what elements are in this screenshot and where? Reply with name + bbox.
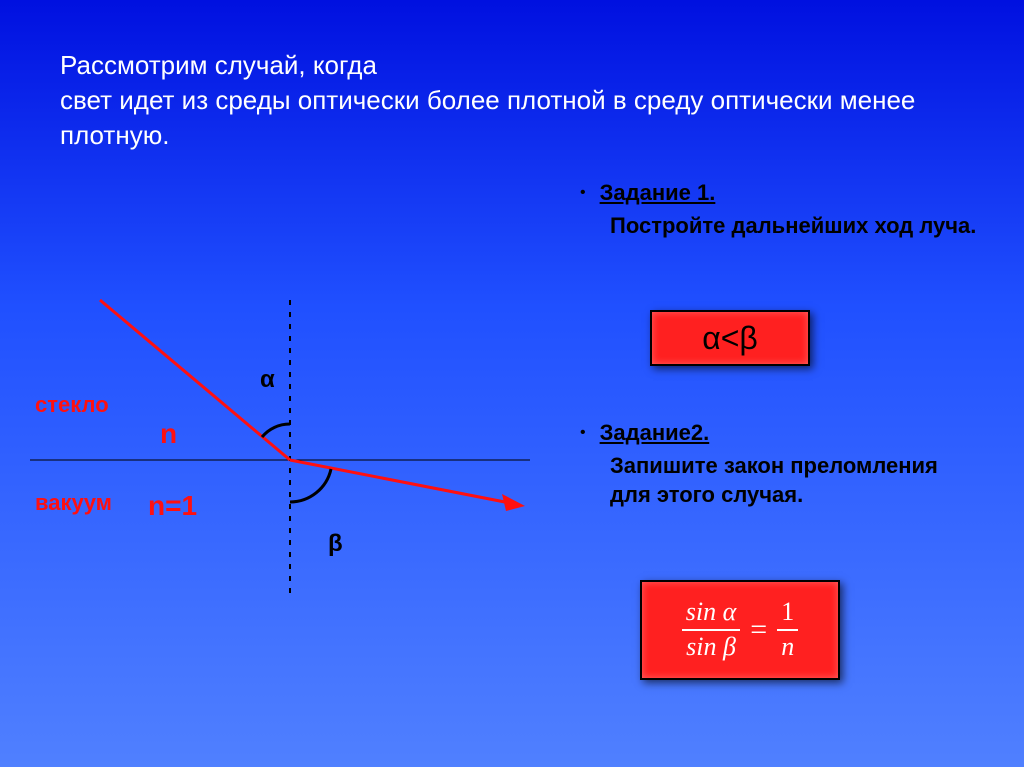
equals-sign: = bbox=[750, 613, 767, 647]
fraction-bar bbox=[682, 629, 741, 631]
angle-beta-arc bbox=[290, 469, 331, 502]
task2-text: Запишите закон преломления для этого слу… bbox=[610, 452, 980, 509]
slide-title: Рассмотрим случай, когда свет идет из ср… bbox=[60, 48, 964, 153]
lhs-bot: sin β bbox=[682, 633, 740, 662]
n-bottom-label: n=1 bbox=[148, 490, 197, 522]
task2-bullet-row: • Задание2. bbox=[580, 420, 980, 446]
formula1-text: α<β bbox=[702, 320, 758, 357]
task1-text: Постройте дальнейших ход луча. bbox=[610, 212, 980, 241]
rhs-bot: n bbox=[777, 633, 798, 662]
alpha-label: α bbox=[260, 366, 275, 394]
medium-top-label: стекло bbox=[35, 392, 109, 418]
refracted-ray bbox=[290, 460, 510, 503]
lhs-top: sin α bbox=[682, 598, 741, 627]
title-line2: свет идет из среды оптически более плотн… bbox=[60, 85, 915, 150]
formula-snell: sin α sin β = 1 n bbox=[640, 580, 840, 680]
task2-block: • Задание2. Запишите закон преломления д… bbox=[580, 420, 980, 509]
title-line1: Рассмотрим случай, когда bbox=[60, 50, 377, 80]
beta-label: β bbox=[328, 530, 343, 558]
lhs-fraction: sin α sin β bbox=[682, 598, 741, 661]
medium-bottom-label: вакуум bbox=[35, 490, 112, 516]
bullet-icon: • bbox=[580, 424, 586, 442]
task1-title: Задание 1. bbox=[600, 180, 716, 206]
task1-block: • Задание 1. Постройте дальнейших ход лу… bbox=[580, 180, 980, 241]
fraction-bar bbox=[777, 629, 798, 631]
rhs-fraction: 1 n bbox=[777, 598, 798, 661]
task1-bullet-row: • Задание 1. bbox=[580, 180, 980, 206]
task2-title: Задание2. bbox=[600, 420, 710, 446]
rhs-top: 1 bbox=[777, 598, 798, 627]
diagram-svg bbox=[30, 280, 530, 620]
ray-arrowhead bbox=[502, 494, 525, 511]
n-top-label: n bbox=[160, 418, 177, 450]
formula-alpha-beta: α<β bbox=[650, 310, 810, 366]
refraction-diagram: α β стекло вакуум n n=1 bbox=[30, 280, 530, 620]
bullet-icon: • bbox=[580, 184, 586, 202]
angle-alpha-arc bbox=[262, 424, 290, 437]
